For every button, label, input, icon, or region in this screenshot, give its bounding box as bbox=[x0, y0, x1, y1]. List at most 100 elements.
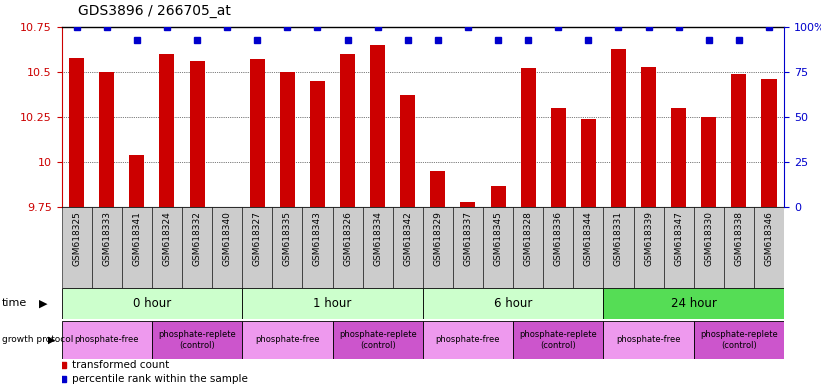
Bar bbox=[333, 321, 423, 359]
Bar bbox=[250, 60, 264, 207]
Text: GSM618340: GSM618340 bbox=[222, 211, 232, 266]
Text: GSM618334: GSM618334 bbox=[374, 211, 382, 266]
Bar bbox=[603, 207, 634, 288]
Bar bbox=[310, 81, 325, 207]
Text: phosphate-free: phosphate-free bbox=[75, 335, 139, 344]
Text: GSM618338: GSM618338 bbox=[735, 211, 743, 266]
Bar bbox=[761, 79, 777, 207]
Bar bbox=[69, 58, 84, 207]
Text: GSM618339: GSM618339 bbox=[644, 211, 653, 266]
Bar bbox=[513, 321, 603, 359]
Text: 6 hour: 6 hour bbox=[494, 297, 532, 310]
Bar bbox=[159, 54, 174, 207]
Bar bbox=[62, 321, 152, 359]
Bar bbox=[551, 108, 566, 207]
Text: percentile rank within the sample: percentile rank within the sample bbox=[72, 374, 248, 384]
Bar bbox=[724, 207, 754, 288]
Text: phosphate-free: phosphate-free bbox=[436, 335, 500, 344]
Bar bbox=[672, 108, 686, 207]
Text: GSM618325: GSM618325 bbox=[72, 211, 81, 266]
Text: GSM618337: GSM618337 bbox=[464, 211, 472, 266]
Text: GSM618335: GSM618335 bbox=[283, 211, 291, 266]
Text: GSM618344: GSM618344 bbox=[584, 211, 593, 266]
Text: phosphate-replete
(control): phosphate-replete (control) bbox=[520, 330, 597, 349]
Bar bbox=[62, 207, 92, 288]
Bar bbox=[423, 207, 453, 288]
Bar bbox=[273, 207, 302, 288]
Text: phosphate-replete
(control): phosphate-replete (control) bbox=[339, 330, 416, 349]
Text: phosphate-free: phosphate-free bbox=[255, 335, 319, 344]
Bar bbox=[603, 288, 784, 319]
Bar bbox=[611, 48, 626, 207]
Text: transformed count: transformed count bbox=[72, 360, 170, 370]
Text: GSM618327: GSM618327 bbox=[253, 211, 262, 266]
Bar bbox=[219, 207, 235, 270]
Bar bbox=[302, 207, 333, 288]
Bar bbox=[182, 207, 212, 288]
Bar bbox=[461, 202, 475, 207]
Text: growth protocol: growth protocol bbox=[2, 335, 73, 344]
Bar bbox=[62, 288, 242, 319]
Bar bbox=[701, 117, 716, 207]
Text: GSM618330: GSM618330 bbox=[704, 211, 713, 266]
Bar bbox=[634, 207, 663, 288]
Text: GSM618328: GSM618328 bbox=[524, 211, 533, 266]
Bar bbox=[453, 207, 483, 288]
Text: GDS3896 / 266705_at: GDS3896 / 266705_at bbox=[78, 4, 231, 18]
Text: phosphate-replete
(control): phosphate-replete (control) bbox=[700, 330, 777, 349]
Bar bbox=[280, 72, 295, 207]
Bar bbox=[603, 321, 694, 359]
Bar bbox=[573, 207, 603, 288]
Text: GSM618329: GSM618329 bbox=[433, 211, 443, 266]
Text: time: time bbox=[2, 298, 27, 308]
Text: phosphate-free: phosphate-free bbox=[617, 335, 681, 344]
Bar bbox=[490, 186, 506, 207]
Bar bbox=[363, 207, 392, 288]
Bar bbox=[423, 321, 513, 359]
Text: GSM618326: GSM618326 bbox=[343, 211, 352, 266]
Bar bbox=[483, 207, 513, 288]
Text: ▶: ▶ bbox=[48, 335, 56, 345]
Bar bbox=[190, 61, 204, 207]
Text: GSM618342: GSM618342 bbox=[403, 211, 412, 266]
Text: GSM618347: GSM618347 bbox=[674, 211, 683, 266]
Bar bbox=[242, 207, 273, 288]
Text: 24 hour: 24 hour bbox=[671, 297, 717, 310]
Bar bbox=[392, 207, 423, 288]
Text: GSM618346: GSM618346 bbox=[764, 211, 773, 266]
Bar bbox=[663, 207, 694, 288]
Bar bbox=[694, 321, 784, 359]
Bar bbox=[152, 321, 242, 359]
Bar bbox=[544, 207, 573, 288]
Bar bbox=[212, 207, 242, 288]
Bar bbox=[122, 207, 152, 288]
Bar bbox=[242, 288, 423, 319]
Bar bbox=[242, 321, 333, 359]
Bar bbox=[513, 207, 544, 288]
Text: 0 hour: 0 hour bbox=[133, 297, 171, 310]
Bar bbox=[732, 74, 746, 207]
Text: GSM618324: GSM618324 bbox=[163, 211, 172, 266]
Text: GSM618345: GSM618345 bbox=[493, 211, 502, 266]
Bar bbox=[580, 119, 596, 207]
Text: 1 hour: 1 hour bbox=[314, 297, 351, 310]
Text: phosphate-replete
(control): phosphate-replete (control) bbox=[158, 330, 236, 349]
Text: GSM618331: GSM618331 bbox=[614, 211, 623, 266]
Bar bbox=[641, 66, 656, 207]
Text: GSM618332: GSM618332 bbox=[193, 211, 201, 266]
Bar bbox=[92, 207, 122, 288]
Bar bbox=[754, 207, 784, 288]
Text: GSM618333: GSM618333 bbox=[103, 211, 111, 266]
Bar bbox=[694, 207, 724, 288]
Bar bbox=[370, 45, 385, 207]
Bar bbox=[430, 171, 445, 207]
Text: GSM618336: GSM618336 bbox=[554, 211, 562, 266]
Bar bbox=[99, 72, 114, 207]
Bar bbox=[521, 68, 535, 207]
Text: GSM618343: GSM618343 bbox=[313, 211, 322, 266]
Bar bbox=[152, 207, 182, 288]
Bar bbox=[423, 288, 603, 319]
Text: GSM618341: GSM618341 bbox=[132, 211, 141, 266]
Bar bbox=[333, 207, 363, 288]
Bar bbox=[340, 54, 355, 207]
